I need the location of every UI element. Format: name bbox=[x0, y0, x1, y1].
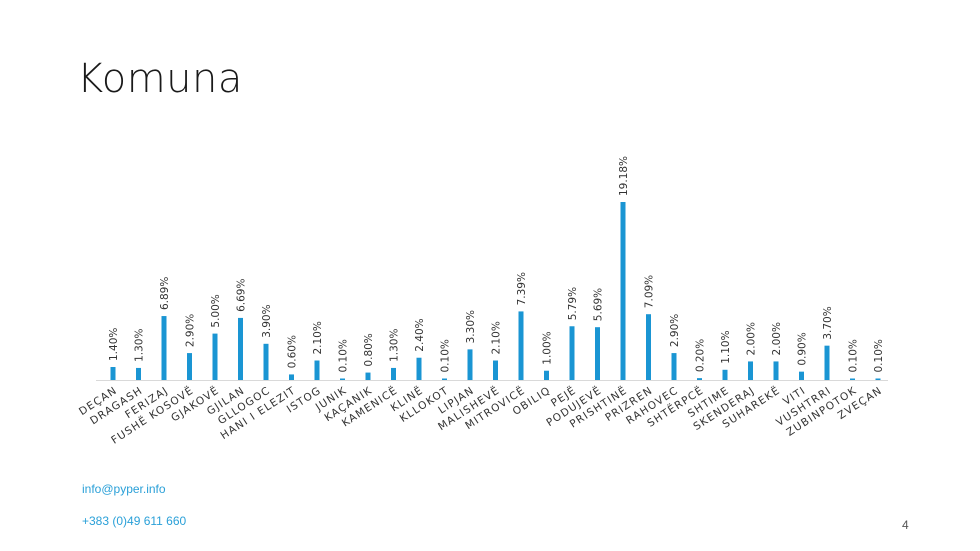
data-label-13: 0.10% bbox=[440, 339, 452, 372]
data-label-18: 5.79% bbox=[567, 287, 579, 320]
data-label-16: 7.39% bbox=[516, 272, 528, 305]
data-label-15: 2.10% bbox=[491, 321, 503, 354]
data-label-20: 19.18% bbox=[618, 156, 630, 196]
data-label-8: 2.10% bbox=[312, 321, 324, 354]
bar-16 bbox=[518, 311, 524, 380]
data-label-7: 0.60% bbox=[287, 335, 299, 368]
data-label-14: 3.30% bbox=[465, 310, 477, 343]
bar-20 bbox=[620, 202, 626, 380]
bar-19 bbox=[595, 327, 600, 380]
data-label-30: 0.10% bbox=[873, 339, 885, 372]
data-label-0: 1.40% bbox=[108, 328, 120, 361]
bar-21 bbox=[646, 314, 651, 380]
bar-11 bbox=[391, 367, 396, 380]
bar-3 bbox=[187, 353, 192, 380]
data-label-24: 1.10% bbox=[720, 330, 732, 363]
data-label-9: 0.10% bbox=[338, 339, 350, 372]
bar-29 bbox=[850, 378, 855, 380]
bar-22 bbox=[671, 353, 677, 380]
data-label-12: 2.40% bbox=[414, 318, 426, 351]
data-label-23: 0.20% bbox=[695, 339, 707, 372]
data-label-29: 0.10% bbox=[848, 339, 860, 372]
bar-12 bbox=[416, 357, 422, 380]
data-label-1: 1.30% bbox=[134, 329, 146, 362]
data-label-19: 5.69% bbox=[593, 288, 605, 321]
bar-9 bbox=[340, 378, 345, 380]
bar-14 bbox=[467, 349, 473, 380]
data-label-3: 2.90% bbox=[185, 314, 197, 347]
bar-17 bbox=[544, 370, 549, 380]
bar-0 bbox=[110, 367, 116, 380]
data-label-2: 6.89% bbox=[159, 277, 171, 310]
bar-13 bbox=[442, 378, 447, 380]
data-label-11: 1.30% bbox=[389, 329, 401, 362]
data-label-6: 3.90% bbox=[261, 304, 273, 337]
bar-6 bbox=[263, 343, 269, 380]
bar-23 bbox=[697, 378, 702, 380]
bar-25 bbox=[748, 361, 753, 380]
data-label-27: 0.90% bbox=[797, 332, 809, 365]
bar-2 bbox=[161, 316, 167, 380]
data-label-25: 2.00% bbox=[746, 322, 758, 355]
data-label-4: 5.00% bbox=[210, 294, 222, 327]
bar-5 bbox=[238, 317, 243, 380]
bar-7 bbox=[289, 374, 294, 380]
bar-18 bbox=[569, 326, 575, 380]
bar-30 bbox=[875, 378, 881, 380]
data-label-21: 7.09% bbox=[644, 275, 656, 308]
data-label-26: 2.00% bbox=[771, 322, 783, 355]
data-label-5: 6.69% bbox=[236, 279, 248, 312]
bar-8 bbox=[314, 360, 320, 380]
bar-28 bbox=[824, 345, 830, 380]
footer-phone: +383 (0)49 611 660 bbox=[82, 514, 187, 528]
bar-10 bbox=[365, 372, 371, 380]
bar-4 bbox=[212, 333, 218, 380]
data-label-22: 2.90% bbox=[669, 314, 681, 347]
slide-title: Komuna bbox=[77, 56, 243, 102]
bar-1 bbox=[136, 367, 141, 380]
footer-email[interactable]: info@pyper.info bbox=[82, 482, 166, 496]
page-number: 4 bbox=[902, 518, 909, 532]
bar-27 bbox=[799, 371, 804, 380]
data-label-28: 3.70% bbox=[822, 306, 834, 339]
data-label-17: 1.00% bbox=[542, 331, 554, 364]
bar-15 bbox=[493, 360, 498, 380]
bar-24 bbox=[722, 369, 728, 380]
bar-26 bbox=[773, 361, 779, 380]
data-label-10: 0.80% bbox=[363, 333, 375, 366]
